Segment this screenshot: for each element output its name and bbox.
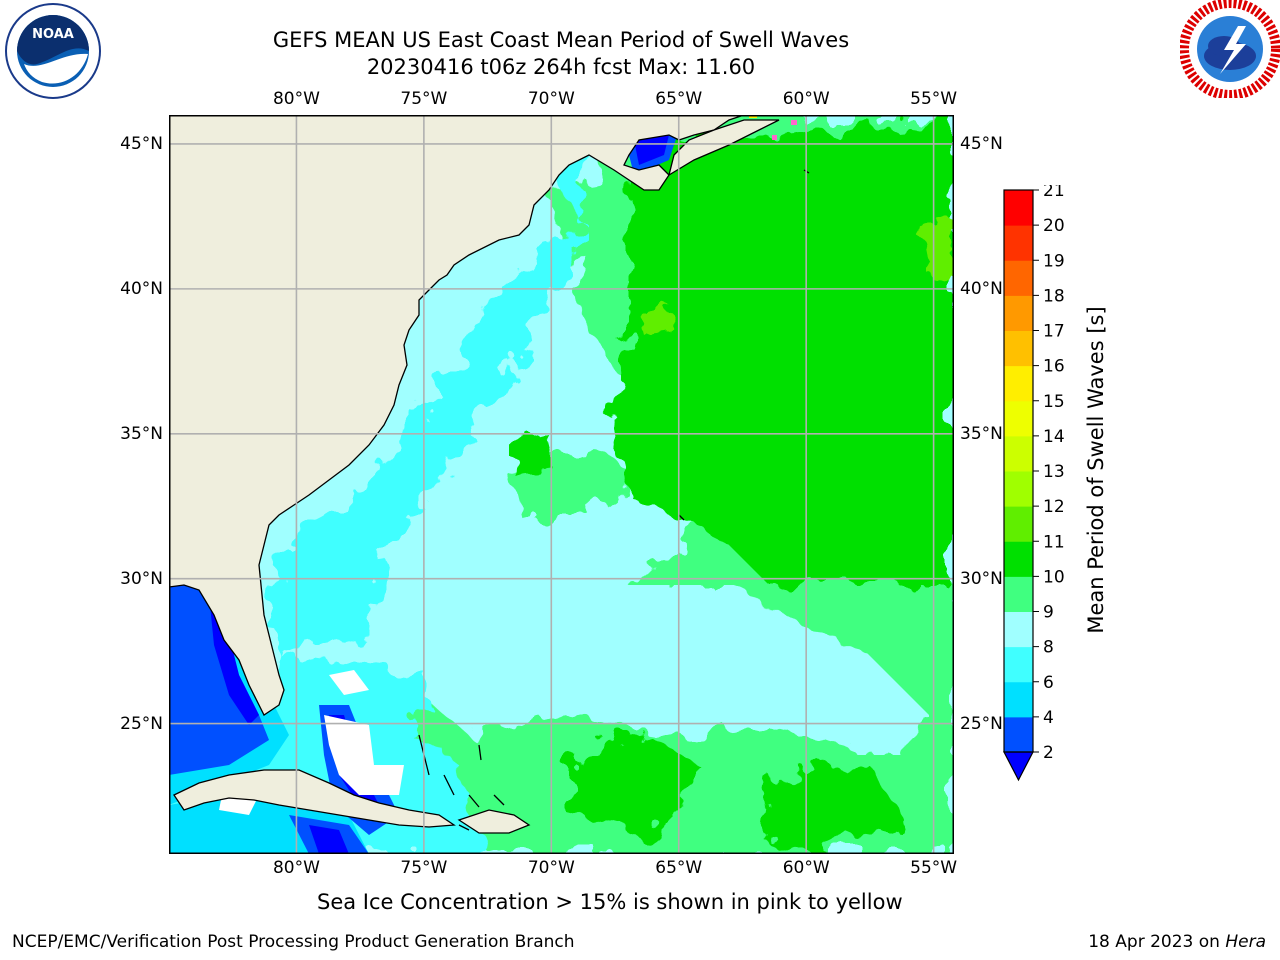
colorbar-segment — [1004, 471, 1033, 507]
lat-tick-label-left: 35°N — [120, 423, 163, 444]
colorbar-label: Mean Period of Swell Waves [s] — [1084, 306, 1108, 634]
colorbar-segment — [1004, 365, 1033, 402]
lat-tick-label-right: 40°N — [960, 278, 1003, 299]
lon-tick-label-top: 60°W — [782, 89, 830, 109]
lat-tick-label-left: 25°N — [120, 713, 163, 734]
colorbar-tick-label: 12 — [1043, 497, 1065, 517]
lat-tick-label-right: 35°N — [960, 423, 1003, 444]
colorbar-tick-label: 9 — [1043, 603, 1054, 623]
contour-10-11 — [509, 115, 954, 854]
lon-tick-label-top: 70°W — [527, 89, 575, 109]
footer-host: Hera — [1225, 932, 1266, 952]
lon-tick-label-bottom: 65°W — [655, 858, 703, 878]
colorbar-tick-label: 16 — [1043, 357, 1065, 377]
lon-tick-label-bottom: 55°W — [910, 858, 958, 878]
colorbar-segment — [1004, 506, 1033, 542]
colorbar-tick-label: 14 — [1043, 427, 1065, 447]
chart-title: GEFS MEAN US East Coast Mean Period of S… — [272, 28, 850, 52]
noaa-logo-text: NOAA — [32, 27, 74, 42]
colorbar-segment — [1004, 435, 1033, 472]
colorbar-tick-label: 6 — [1043, 673, 1054, 693]
cuba-land — [173, 769, 456, 828]
colorbar-tick-label: 20 — [1043, 216, 1065, 236]
lon-tick-label-top: 80°W — [272, 89, 320, 109]
colorbar-extend-triangle — [1003, 751, 1034, 782]
footer-date: 18 Apr 2023 on Hera — [1088, 932, 1266, 952]
swell-period-map — [169, 115, 954, 854]
nws-logo-icon — [1180, 0, 1280, 98]
lat-tick-label-left: 45°N — [120, 133, 163, 154]
lon-tick-label-top: 55°W — [910, 89, 958, 109]
colorbar-segment — [1004, 190, 1033, 226]
sea-ice-caption: Sea Ice Concentration > 15% is shown in … — [317, 890, 903, 914]
colorbar-tick-label: 13 — [1043, 462, 1065, 482]
lat-tick-label-right: 45°N — [960, 133, 1003, 154]
colorbar-tick-label: 19 — [1043, 251, 1065, 271]
colorbar-tick-label: 11 — [1043, 532, 1065, 552]
lon-tick-label-bottom: 75°W — [400, 858, 448, 878]
lon-tick-label-bottom: 60°W — [782, 858, 830, 878]
colorbar-segment — [1004, 260, 1033, 296]
gridlines — [169, 115, 954, 854]
north-america-land — [169, 115, 745, 716]
lat-tick-label-left: 30°N — [120, 568, 163, 589]
colorbar-tick-label: 15 — [1043, 392, 1065, 412]
colorbar-tick-label: 21 — [1043, 185, 1065, 201]
colorbar-segment — [1004, 400, 1033, 437]
lat-tick-label-left: 40°N — [120, 278, 163, 299]
chart-subtitle: 20230416 t06z 264h fcst Max: 11.60 — [366, 55, 756, 79]
lon-tick-label-top: 75°W — [400, 89, 448, 109]
colorbar-segment — [1004, 716, 1033, 753]
map-frame — [169, 115, 954, 854]
colorbar-segment — [1004, 646, 1033, 683]
colorbar-tick-label: 4 — [1043, 708, 1054, 728]
colorbar-tick-label: 18 — [1043, 286, 1065, 306]
colorbar-tick-label: 2 — [1043, 743, 1054, 763]
colorbar-segment — [1004, 225, 1033, 261]
colorbar-tick-label: 8 — [1043, 638, 1054, 658]
lat-tick-label-right: 25°N — [960, 713, 1003, 734]
lat-tick-label-right: 30°N — [960, 568, 1003, 589]
lon-tick-label-bottom: 80°W — [272, 858, 320, 878]
lon-tick-label-top: 65°W — [655, 89, 703, 109]
nova-scotia-land — [667, 119, 780, 177]
lon-tick-label-bottom: 70°W — [527, 858, 575, 878]
contour-8-9 — [399, 585, 929, 755]
colorbar-segment — [1004, 295, 1033, 331]
footer-credit: NCEP/EMC/Verification Post Processing Pr… — [12, 932, 575, 952]
noaa-logo-icon: NOAA — [5, 3, 101, 99]
colorbar-segment — [1004, 330, 1033, 367]
colorbar-tick-label: 17 — [1043, 322, 1065, 342]
footer-date-text: 18 Apr 2023 on — [1088, 932, 1226, 952]
colorbar: 2 4 6 8 9 10 11 12 13 14 15 16 17 18 19 20 21 — [1003, 185, 1065, 782]
colorbar-tick-label: 10 — [1043, 567, 1065, 587]
colorbar-segment — [1004, 611, 1033, 648]
colorbar-segment — [1004, 576, 1033, 612]
colorbar-segment — [1004, 541, 1033, 577]
contour-11-12 — [639, 215, 954, 335]
hispaniola-land — [457, 809, 531, 834]
colorbar-segment — [1004, 681, 1033, 718]
